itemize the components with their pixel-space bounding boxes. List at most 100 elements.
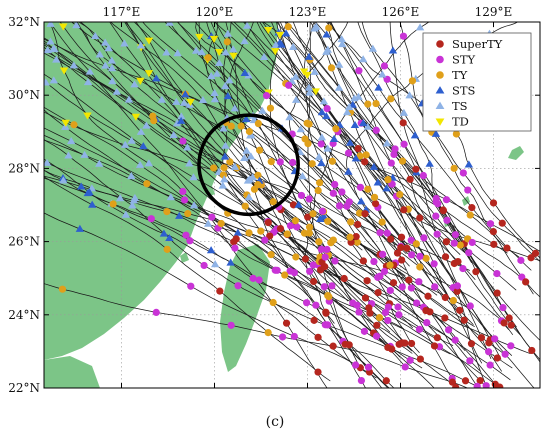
typhoon-point-ty: [398, 157, 407, 165]
typhoon-point-sty: [394, 303, 402, 311]
mainland-china: [44, 22, 278, 360]
typhoon-point-ts: [415, 23, 425, 31]
typhoon-point-superty: [373, 321, 381, 329]
typhoon-point-sty: [276, 158, 284, 166]
typhoon-point-sty: [491, 335, 499, 343]
typhoon-point-sts: [241, 115, 251, 123]
typhoon-point-ts: [218, 181, 227, 189]
typhoon-point-ts: [169, 130, 178, 139]
legend-marker-superty: [436, 40, 444, 48]
typhoon-point-ts: [378, 70, 387, 78]
typhoon-point-sty: [349, 299, 357, 307]
typhoon-point-sty: [303, 299, 311, 307]
typhoon-point-superty: [354, 144, 362, 153]
typhoon-point-superty: [387, 235, 395, 243]
typhoon-point-sty: [320, 283, 328, 291]
typhoon-point-superty: [441, 293, 449, 302]
legend-label-ts: TS: [452, 99, 468, 113]
y-tick-label: 24°N: [8, 308, 40, 322]
typhoon-point-sts: [431, 129, 441, 137]
typhoon-point-superty: [476, 377, 484, 385]
typhoon-point-sty: [416, 252, 424, 260]
typhoon-point-ty: [237, 122, 245, 130]
typhoon-track: [44, 106, 405, 330]
typhoon-point-sty: [408, 251, 416, 259]
typhoon-point-sty: [290, 269, 298, 277]
typhoon-point-ts: [72, 22, 81, 29]
typhoon-point-ts: [130, 193, 140, 201]
typhoon-point-sty: [415, 278, 423, 286]
typhoon-point-superty: [361, 210, 369, 218]
typhoon-point-superty: [416, 214, 424, 222]
typhoon-point-sty: [468, 238, 476, 247]
typhoon-point-superty: [314, 368, 322, 376]
typhoon-point-ty: [291, 217, 300, 225]
typhoon-point-superty: [489, 199, 498, 207]
typhoon-track: [361, 22, 532, 271]
typhoon-point-sty: [518, 273, 526, 281]
typhoon-point-td: [229, 52, 238, 60]
typhoon-point-sty: [387, 159, 395, 167]
typhoon-point-sty: [278, 333, 287, 341]
typhoon-point-ts: [230, 104, 239, 112]
typhoon-point-superty: [282, 319, 291, 327]
typhoon-point-ty: [466, 211, 474, 219]
typhoon-point-sty: [297, 191, 306, 200]
typhoon-point-ty: [332, 125, 340, 133]
typhoon-point-sty: [290, 332, 298, 341]
typhoon-track: [357, 22, 540, 298]
typhoon-point-ts: [120, 39, 129, 47]
typhoon-point-superty: [490, 240, 498, 248]
typhoon-point-sty: [499, 304, 507, 312]
typhoon-point-ty: [315, 238, 323, 246]
typhoon-point-sty: [147, 215, 155, 223]
typhoon-point-ts: [220, 175, 229, 183]
typhoon-point-sty: [466, 357, 474, 365]
typhoon-point-ts: [210, 260, 220, 268]
typhoon-point-ty: [386, 261, 394, 269]
typhoon-track: [286, 22, 517, 328]
typhoon-point-ts: [189, 201, 199, 209]
typhoon-point-superty: [405, 276, 413, 284]
typhoon-point-superty: [393, 249, 402, 257]
typhoon-point-ty: [163, 207, 171, 216]
typhoon-point-td: [131, 113, 141, 121]
typhoon-point-superty: [216, 287, 224, 295]
typhoon-track: [44, 158, 369, 374]
y-tick-label: 22°N: [8, 381, 40, 395]
typhoon-point-sty: [323, 104, 331, 113]
typhoon-point-ty: [328, 157, 336, 165]
typhoon-point-sty: [372, 126, 380, 134]
typhoon-point-ts: [157, 95, 167, 103]
typhoon-point-superty: [366, 309, 374, 317]
typhoon-point-ts: [219, 124, 228, 132]
typhoon-point-td: [275, 31, 285, 39]
typhoon-point-superty: [439, 206, 447, 214]
typhoon-point-sty: [186, 237, 194, 245]
typhoon-point-sty: [413, 299, 421, 307]
typhoon-point-superty: [340, 274, 348, 283]
typhoon-point-ts: [101, 61, 110, 69]
typhoon-point-superty: [500, 319, 508, 327]
typhoon-point-sty: [357, 376, 366, 385]
typhoon-point-td: [299, 68, 309, 76]
typhoon-point-sty: [486, 361, 494, 369]
typhoon-point-ty: [256, 146, 264, 154]
typhoon-point-ts: [246, 152, 256, 160]
typhoon-point-ts: [100, 38, 110, 46]
typhoon-point-superty: [450, 259, 458, 268]
typhoon-point-ts: [80, 150, 89, 158]
typhoon-point-sts: [294, 200, 303, 208]
typhoon-point-superty: [460, 316, 468, 324]
typhoon-point-sty: [383, 75, 391, 83]
typhoon-point-sty: [317, 245, 326, 253]
typhoon-point-ts: [44, 46, 52, 54]
typhoon-track: [292, 22, 522, 337]
typhoon-point-sty: [451, 231, 460, 239]
typhoon-point-sty: [289, 158, 297, 167]
typhoon-track: [44, 161, 335, 324]
typhoon-point-sty: [517, 256, 525, 264]
typhoon-point-sty: [383, 229, 391, 237]
typhoon-point-ts: [44, 158, 52, 166]
